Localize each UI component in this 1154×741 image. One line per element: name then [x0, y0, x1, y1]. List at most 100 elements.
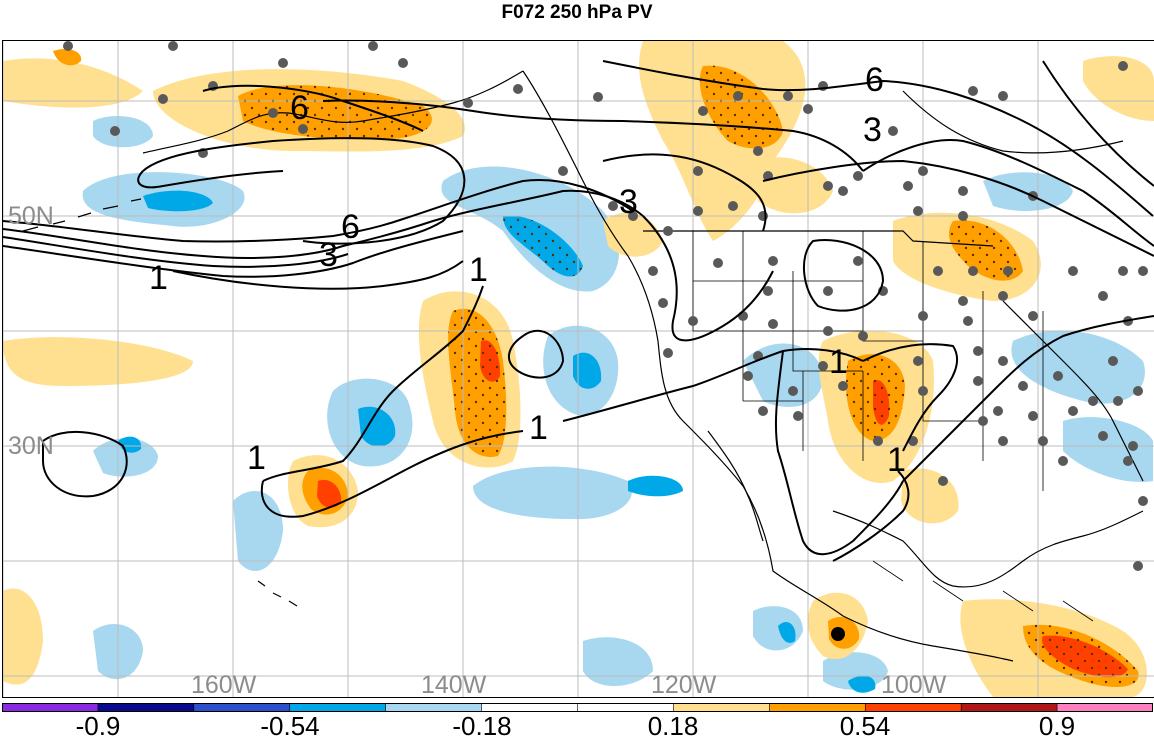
contour-line: [202, 84, 424, 132]
contour-label: 3: [863, 111, 882, 149]
colorbar-swatch: [289, 703, 387, 712]
contour-line: [42, 430, 128, 498]
positive-anomaly-core: [53, 49, 82, 66]
negative-anomaly-area: [93, 116, 153, 148]
colorbar-tick-label: 0.18: [647, 711, 699, 741]
negative-anomaly-core: [358, 406, 396, 447]
panhandle-coastline: [522, 70, 1014, 662]
negative-anomaly-core: [143, 190, 213, 212]
positive-anomaly-area: [603, 212, 663, 257]
colorbar-swatch: [673, 703, 770, 712]
contour-line: [3, 236, 349, 268]
contour-line: [562, 348, 864, 422]
positive-anomaly-area: [1083, 56, 1154, 121]
east-coastline: [1002, 300, 1144, 482]
contour-line: [3, 189, 644, 259]
contour-label: 6: [865, 61, 884, 99]
positive-anomaly-area: [901, 468, 959, 524]
lon-label: 140W: [421, 671, 487, 697]
contour-line: [1042, 60, 1154, 187]
negative-anomaly-area: [473, 466, 632, 520]
colorbar-tick-labels: -0.9 -0.54 -0.18 0.18 0.54 0.9: [0, 713, 1154, 739]
contour-line: [774, 350, 904, 556]
lon-label: 120W: [651, 671, 717, 697]
contour-line: [322, 99, 864, 172]
negative-anomaly-core: [628, 475, 683, 497]
contour-label: 6: [341, 208, 360, 246]
baja-coastline: [707, 430, 764, 542]
negative-anomaly-area: [983, 172, 1073, 211]
negative-anomaly-area: [233, 491, 283, 571]
stipple-overlay: [948, 220, 1023, 281]
negative-anomaly-area: [583, 637, 653, 686]
colorbar-swatch: [865, 703, 962, 712]
contour-line: [172, 260, 464, 290]
map-panel: 6 6 6 3 3 3 1 1 1 1 1 1 160W 140W 120W 1…: [2, 40, 1154, 698]
graticule: [3, 41, 1154, 697]
colorbar-tick-label: -0.54: [260, 711, 320, 741]
negative-anomaly-core: [573, 352, 602, 389]
contour-line: [3, 230, 464, 278]
contour-label: 3: [319, 236, 338, 274]
contour-line: [602, 153, 767, 232]
contour-label: 6: [290, 89, 309, 127]
contour-line: [642, 215, 774, 342]
negative-anomaly-area: [93, 438, 158, 477]
contour-line: [137, 170, 284, 189]
pv-map: 6 6 6 3 3 3 1 1 1 1 1 1 160W 140W 120W 1…: [3, 41, 1154, 697]
longitude-labels: 160W 140W 120W 100W: [191, 671, 947, 697]
contour-line: [802, 239, 885, 312]
colorbar-tick-label: -0.18: [452, 711, 512, 741]
contour-line: [832, 470, 910, 562]
contour-line: [902, 315, 1154, 482]
contour-labels: 6 6 6 3 3 3 1 1 1 1 1 1: [149, 61, 906, 479]
lon-label: 100W: [881, 671, 947, 697]
contour-label: 1: [529, 409, 548, 447]
latitude-labels: 50N 30N: [8, 202, 54, 460]
hawaii-islands: [257, 580, 298, 607]
positive-anomaly-peak: [317, 479, 342, 508]
contour-line: [3, 179, 634, 243]
us-canada-border: [643, 230, 994, 247]
colorbar-swatch: [97, 703, 195, 712]
negative-anomaly-area: [753, 606, 803, 651]
contour-line: [260, 430, 524, 518]
coastlines: [22, 70, 1144, 662]
contour-line: [602, 60, 1154, 217]
stipple-overlay: [845, 354, 905, 441]
contour-line: [508, 329, 565, 379]
negative-anomaly-core: [778, 621, 796, 643]
lon-label: 160W: [191, 671, 257, 697]
aleutian-islands: [22, 198, 142, 232]
colorbar: [2, 703, 1153, 712]
contour-line: [142, 137, 466, 245]
colorbar-tick-label: -0.9: [75, 711, 121, 741]
colorbar-swatch: [961, 703, 1058, 712]
colorbar-tick-label: 0.9: [1038, 711, 1076, 741]
contour-label: 1: [149, 259, 168, 297]
contour-line: [862, 139, 1154, 247]
alaska-coastline: [142, 70, 524, 154]
colorbar-swatch: [193, 703, 291, 712]
lat-label: 30N: [8, 432, 54, 460]
hurricane-marker: [831, 627, 845, 641]
positive-anomaly-area: [3, 58, 143, 108]
chart-title: F072 250 hPa PV: [501, 2, 653, 23]
contour-label: 1: [469, 251, 488, 289]
positive-anomaly-area: [3, 337, 193, 386]
negative-anomaly-area: [1011, 330, 1145, 404]
positive-anomaly-area: [639, 41, 806, 241]
contour-line: [762, 159, 1154, 257]
negative-anomaly-core: [848, 675, 876, 693]
colorbar-swatch: [2, 703, 99, 712]
contour-label: 1: [829, 343, 848, 381]
station-markers: [63, 41, 1148, 571]
hudson-shore: [902, 90, 1124, 154]
positive-anomaly-area: [753, 157, 833, 214]
colorbar-swatch: [385, 703, 483, 712]
positive-anomaly-area: [3, 588, 43, 685]
contour-label: 1: [887, 441, 906, 479]
stipple-overlay: [238, 85, 432, 140]
stipple-overlay: [1023, 624, 1139, 687]
pv-contours: [3, 60, 1154, 562]
